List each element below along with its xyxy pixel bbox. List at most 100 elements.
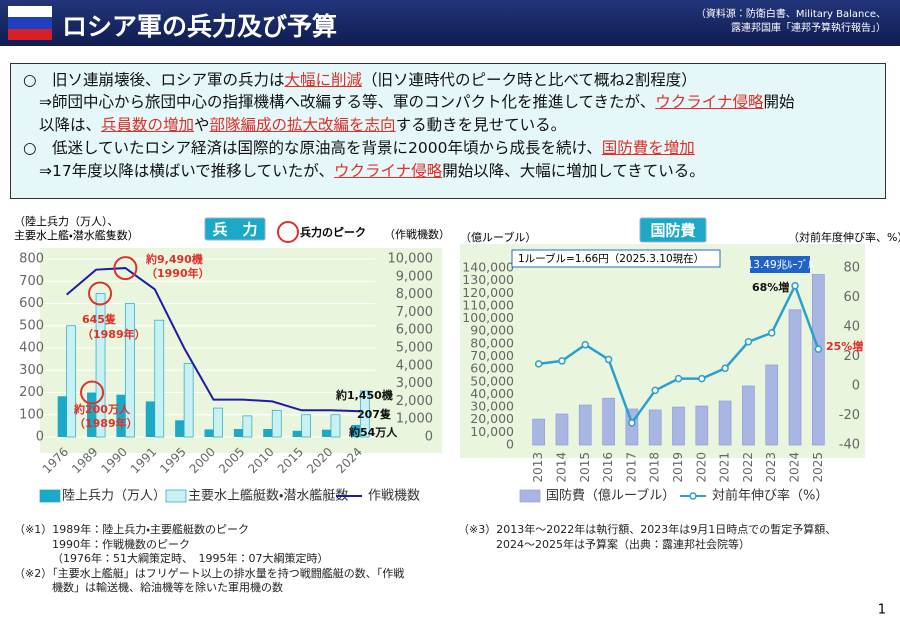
marker — [534, 360, 543, 368]
y-tick-label: 300 — [19, 363, 44, 378]
highlight-text: 兵員数の増加 — [101, 116, 195, 134]
bar — [359, 390, 370, 438]
summary-text: や — [194, 116, 210, 134]
bar — [66, 325, 77, 438]
bar — [271, 409, 282, 438]
y2-axis-title: （対前年度伸び率、%） — [788, 230, 900, 244]
bar — [532, 418, 546, 446]
y-tick-label: 10,000 — [470, 424, 514, 439]
highlight-box — [750, 256, 810, 273]
x-tick-label: 2020 — [694, 452, 708, 483]
y2-tick-label: 10,000 — [388, 252, 434, 267]
marker — [744, 338, 753, 346]
y-tick-label: 120,000 — [462, 285, 514, 300]
plot-background — [460, 244, 865, 458]
source: （資料源：防衛白書、Military Balance、 露連邦国庫「連邦予算執行報… — [696, 8, 886, 36]
bar — [301, 414, 311, 438]
y2-tick-label: 7,000 — [396, 305, 433, 320]
summary-line: 以降は、兵員数の増加や部隊編成の拡大改編を志向する動きを見せている。 — [39, 113, 566, 135]
bar — [145, 401, 155, 437]
annotation: （1990年） — [146, 266, 210, 280]
y-tick-label: 100,000 — [462, 310, 514, 325]
bar — [672, 406, 685, 446]
summary-text: ○ 旧ソ連崩壊後、ロシア軍の兵力は — [23, 71, 285, 89]
bar — [57, 396, 67, 437]
y2-tick-label: 8,000 — [396, 287, 433, 302]
y-tick-label: 110,000 — [462, 297, 514, 312]
annotation: （1989年） — [74, 416, 138, 430]
line — [66, 267, 361, 413]
summary-text: 開始以降、大幅に増加してきている。 — [442, 162, 705, 180]
summary-line: ⇒師団中心から旅団中心の指揮機構へ改編する等、軍のコンパクト化を推進してきたが、… — [39, 90, 794, 112]
y-tick-label: 800 — [19, 252, 44, 267]
y-tick-label: 90,000 — [470, 323, 514, 338]
summary-text: する動きを見せている。 — [395, 116, 567, 134]
y-tick-label: 500 — [19, 318, 44, 333]
chart-title-box — [204, 217, 266, 241]
annotation: 207隻 — [357, 407, 391, 421]
bar — [718, 400, 732, 446]
y-tick-label: 60,000 — [470, 361, 514, 376]
y2-tick-label: 40 — [843, 320, 860, 335]
peak-marker — [80, 380, 105, 405]
summary-box: ○ 旧ソ連崩壊後、ロシア軍の兵力は大幅に削減（旧ソ連時代のピーク時と比べて概ね2… — [10, 63, 886, 199]
y-tick-label: 400 — [19, 341, 44, 356]
bar — [330, 414, 341, 438]
bar — [602, 397, 615, 446]
summary-line: ⇒17年度以降は横ばいで推移していたが、ウクライナ侵略開始以降、大幅に増加してき… — [39, 159, 705, 181]
bar — [263, 428, 273, 437]
highlight-text: 部隊編成の拡大改編を志向 — [209, 116, 396, 134]
footnote: （※2）「主要水上艦艇」はフリゲート以上の排水量を持つ戦闘艦艇の数、「作戦 — [14, 566, 404, 580]
flag — [8, 6, 52, 40]
annotation: 約54万人 — [348, 425, 398, 439]
bar — [183, 363, 194, 438]
header-bar: ロシア軍の兵力及び予算 （資料源：防衛白書、Military Balance、露… — [0, 0, 900, 46]
footnote: （※3）2013年～2022年は執行額、2023年は9月1日時点での暫定予算額、 — [458, 522, 836, 536]
legend-swatch — [277, 221, 299, 243]
y2-tick-label: 20 — [843, 349, 860, 364]
y-tick-label: 140,000 — [462, 260, 514, 275]
summary-text: ⇒17年度以降は横ばいで推移していたが、 — [39, 162, 334, 180]
x-tick-label: 2021 — [718, 452, 732, 483]
y-axis-title: （億ルーブル） — [460, 230, 536, 244]
source-line: 露連邦国庫「連邦予算執行報告」） — [731, 23, 886, 34]
highlight-text: 国防費を増加 — [601, 139, 695, 157]
x-tick-label: 2016 — [601, 452, 615, 483]
highlight-text: ウクライナ侵略 — [655, 93, 764, 111]
x-tick-label: 2015 — [578, 452, 592, 483]
annotation: 約1,450機 — [335, 388, 393, 402]
bar — [742, 385, 755, 446]
y-tick-label: 80,000 — [470, 335, 514, 350]
note: 1ルーブル=1.66円（2025.3.10現在） — [518, 252, 704, 265]
x-tick-label: 2024 — [788, 452, 802, 483]
legend-label: 国防費（億ルーブル） — [546, 488, 675, 504]
marker — [558, 357, 566, 365]
bar — [351, 424, 361, 437]
y-axis-title: 主要水上艦・潜水艦隻数） — [14, 228, 139, 242]
y2-tick-label: -40 — [839, 438, 860, 453]
summary-text: ⇒師団中心から旅団中心の指揮機構へ改編する等、軍のコンパクト化を推進してきたが、 — [39, 93, 656, 111]
marker — [814, 345, 823, 353]
legend-swatch — [689, 492, 697, 500]
y2-tick-label: 4,000 — [396, 358, 433, 373]
bar — [213, 407, 223, 438]
summary-text: ○ 低迷していたロシア経済は国際的な原油高を背景に2000年頃から成長を続け、 — [23, 139, 602, 157]
chart-title: 国防費 — [650, 222, 695, 240]
annotation: 645隻 — [82, 312, 116, 326]
legend-swatch — [39, 489, 61, 503]
y2-tick-label: 3,000 — [396, 376, 433, 391]
y2-tick-label: 6,000 — [396, 323, 433, 338]
annotation: 25%増 — [826, 339, 863, 353]
footnote: （※1）1989年：陸上兵力・主要艦艇数のピーク — [14, 522, 249, 536]
marker — [674, 374, 683, 383]
bar — [204, 429, 214, 437]
y-tick-label: 600 — [19, 296, 44, 311]
x-tick-label: 2013 — [531, 452, 545, 483]
y-axis-title: （陸上兵力（万人）、 — [14, 215, 119, 228]
page-title: ロシア軍の兵力及び予算 — [62, 12, 338, 41]
bar — [87, 392, 97, 437]
plot-background — [40, 248, 442, 453]
bar — [125, 303, 135, 438]
y-tick-label: 700 — [19, 274, 44, 289]
y-tick-label: 200 — [19, 385, 44, 400]
